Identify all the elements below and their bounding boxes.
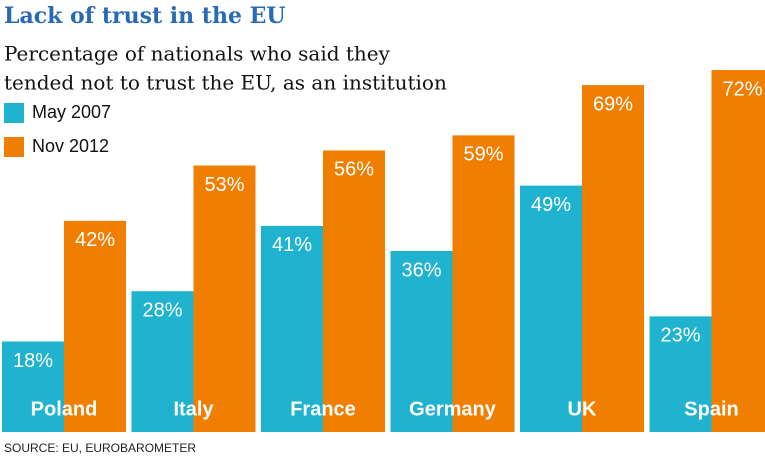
chart-subtitle: Percentage of nationals who said they [4,42,391,66]
bar [582,85,644,432]
chart-subtitle: tended not to trust the EU, as an instit… [4,71,447,95]
legend-label: Nov 2012 [32,136,109,156]
bar [261,225,323,432]
data-label: 41% [272,234,312,256]
data-label: 69% [593,93,633,115]
bar [649,316,712,432]
bar [2,341,64,432]
data-label: 49% [531,194,571,216]
data-label: 36% [401,259,441,281]
source: SOURCE: EU, EUROBAROMETER [4,441,196,455]
x-tick-label: Poland [31,398,98,420]
bar [452,135,515,432]
bar [193,165,256,432]
x-tick-label: France [290,398,356,420]
x-tick-label: Spain [684,398,738,420]
data-label: 42% [75,229,115,251]
data-label: 18% [13,350,53,372]
bar [323,150,385,432]
bar [131,291,194,432]
bar [64,220,126,432]
data-label: 23% [660,325,700,347]
bar [390,251,453,432]
legend-swatch [4,137,24,157]
x-tick-label: UK [568,398,597,420]
data-label: 28% [142,300,182,322]
chart-title: Lack of trust in the EU [4,3,286,29]
legend-swatch [4,103,24,123]
legend-label: May 2007 [32,102,111,122]
data-label: 56% [334,159,374,181]
bar [711,70,765,432]
x-tick-label: Germany [409,398,497,420]
data-label: 72% [722,78,762,100]
data-label: 59% [463,144,503,166]
data-label: 53% [204,174,244,196]
bar [520,185,582,432]
x-tick-label: Italy [173,398,214,420]
